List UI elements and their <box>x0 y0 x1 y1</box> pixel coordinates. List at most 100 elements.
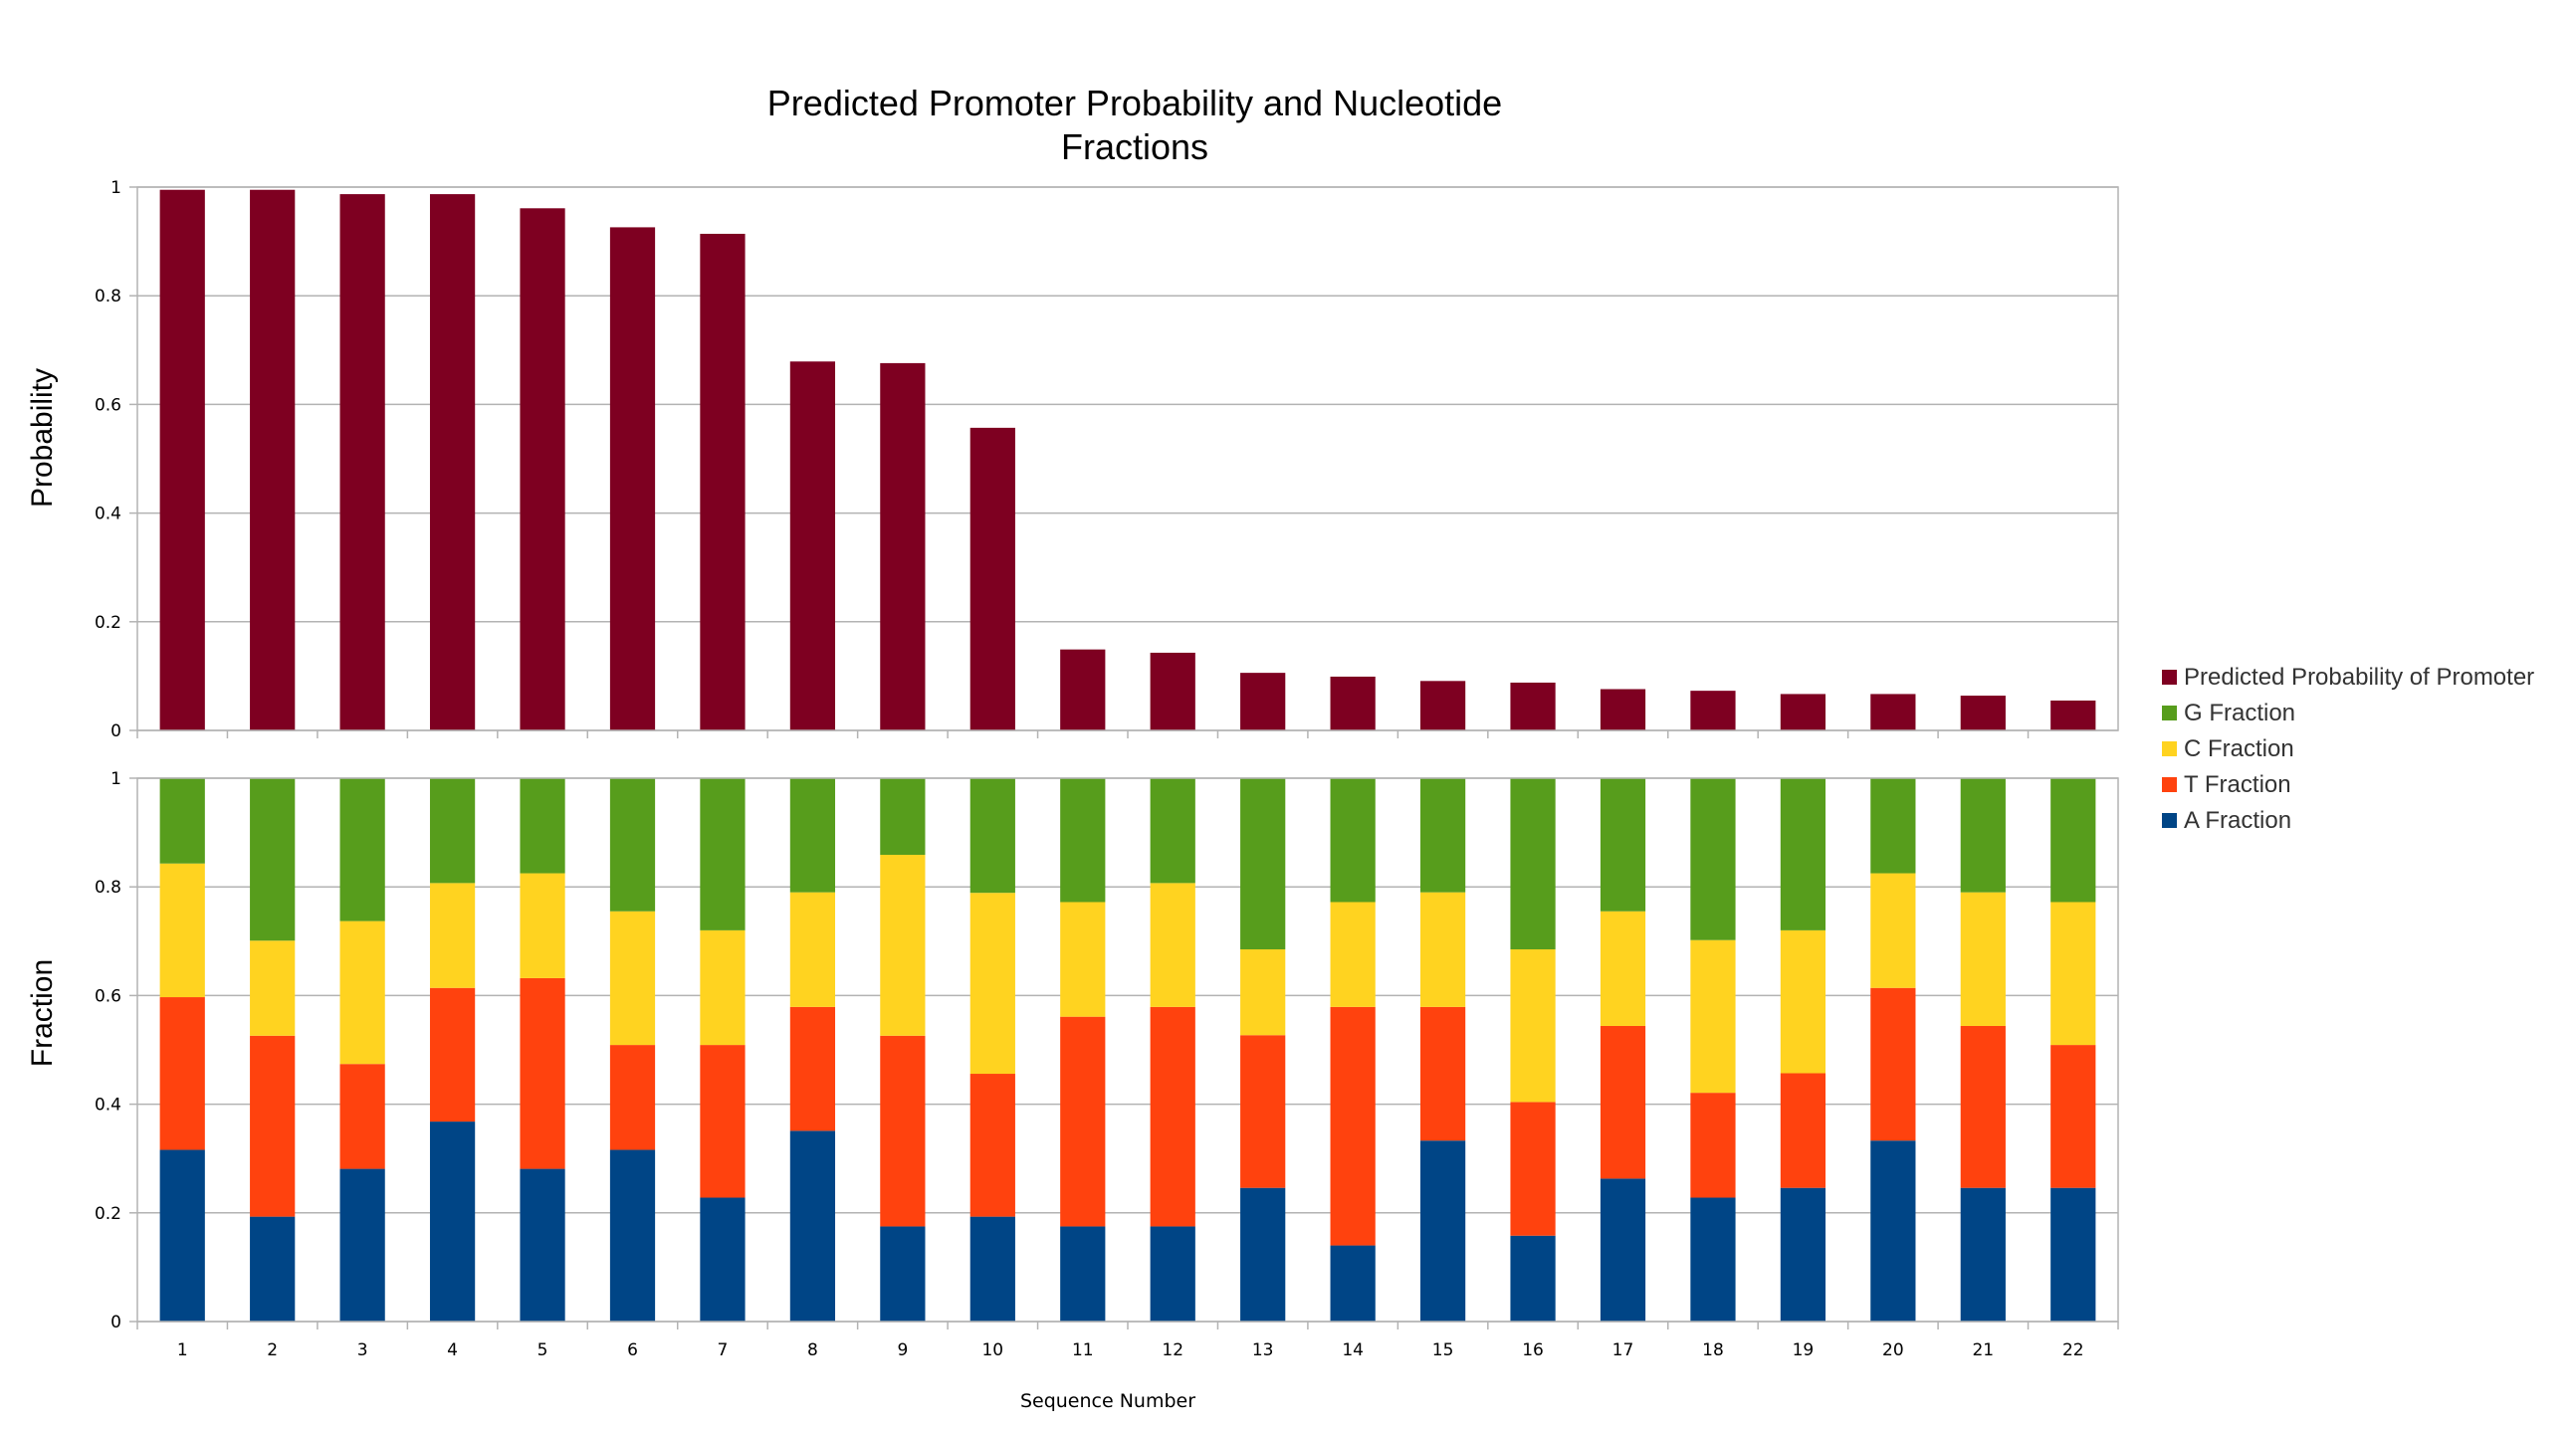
a-fraction-segment-13 <box>1240 1187 1286 1322</box>
a-fraction-segment-3 <box>339 1168 385 1322</box>
x-tick-label-3: 3 <box>357 1340 368 1360</box>
legend-label-predicted-probability-of-promoter: Predicted Probability of Promoter <box>2184 664 2534 691</box>
g-fraction-segment-8 <box>789 777 836 893</box>
bottom-panel-y-ticks: 0 0.2 0.4 0.6 0.8 1 <box>95 769 137 1332</box>
g-fraction-segment-17 <box>1600 777 1646 912</box>
legend: Predicted Probability of Promoter G Fract… <box>2162 664 2534 834</box>
bottom-y-tick-label: 0.8 <box>95 878 121 898</box>
t-fraction-segment-1 <box>159 997 205 1150</box>
c-fraction-segment-18 <box>1690 939 1736 1094</box>
legend-label-g-fraction: G Fraction <box>2184 700 2295 726</box>
a-fraction-segment-1 <box>159 1149 205 1322</box>
x-tick-label-7: 7 <box>718 1340 729 1360</box>
g-fraction-segment-4 <box>429 778 476 884</box>
probability-bar-9 <box>880 362 926 730</box>
a-fraction-segment-20 <box>1870 1140 1916 1322</box>
x-tick-label-9: 9 <box>897 1340 908 1360</box>
g-fraction-segment-14 <box>1330 778 1376 903</box>
bottom-y-tick-label: 0.4 <box>95 1096 121 1116</box>
chart-title-line-2: Fractions <box>1061 126 1208 167</box>
c-fraction-segment-10 <box>969 893 1015 1075</box>
g-fraction-segment-19 <box>1780 777 1826 930</box>
x-tick-label-14: 14 <box>1342 1340 1364 1360</box>
top-y-tick-label: 0.4 <box>95 505 121 524</box>
x-axis-title: Sequence Number <box>1020 1390 1195 1412</box>
a-fraction-segment-17 <box>1600 1178 1646 1322</box>
a-fraction-segment-12 <box>1150 1226 1195 1322</box>
x-tick-label-8: 8 <box>807 1340 818 1360</box>
t-fraction-segment-15 <box>1419 1006 1466 1141</box>
bottom-y-tick-label: 0.2 <box>95 1204 121 1224</box>
a-fraction-segment-4 <box>429 1122 476 1322</box>
probability-bar-4 <box>429 194 476 730</box>
c-fraction-segment-14 <box>1330 902 1376 1007</box>
probability-bar-7 <box>700 233 746 730</box>
legend-swatch-t-fraction <box>2162 777 2177 792</box>
x-tick-label-22: 22 <box>2062 1340 2084 1360</box>
g-fraction-segment-22 <box>2050 778 2096 903</box>
g-fraction-segment-10 <box>969 778 1015 894</box>
legend-swatch-a-fraction <box>2162 813 2177 828</box>
probability-bar-18 <box>1690 691 1736 730</box>
t-fraction-segment-6 <box>609 1045 656 1150</box>
probability-bar-6 <box>609 227 656 731</box>
probability-bar-1 <box>159 189 205 731</box>
c-fraction-segment-6 <box>609 911 656 1046</box>
a-fraction-segment-9 <box>880 1226 926 1322</box>
t-fraction-segment-19 <box>1780 1073 1826 1188</box>
t-fraction-segment-22 <box>2050 1045 2096 1188</box>
legend-swatch-g-fraction <box>2162 706 2177 720</box>
c-fraction-segment-4 <box>429 883 476 988</box>
top-panel-y-ticks: 0 0.2 0.4 0.6 0.8 1 <box>95 178 137 741</box>
bottom-panel-y-axis-title: Fraction <box>26 959 59 1067</box>
a-fraction-segment-21 <box>1960 1187 2006 1322</box>
c-fraction-segment-15 <box>1419 892 1466 1007</box>
x-tick-label-15: 15 <box>1432 1340 1454 1360</box>
t-fraction-segment-17 <box>1600 1025 1646 1179</box>
x-tick-label-18: 18 <box>1702 1340 1724 1360</box>
t-fraction-segment-7 <box>700 1045 746 1198</box>
c-fraction-segment-9 <box>880 854 926 1036</box>
t-fraction-segment-13 <box>1240 1035 1286 1188</box>
a-fraction-segment-8 <box>789 1130 836 1322</box>
bottom-y-tick-label: 0.6 <box>95 986 121 1006</box>
probability-bar-14 <box>1330 676 1376 730</box>
g-fraction-segment-20 <box>1870 778 1916 874</box>
a-fraction-segment-2 <box>250 1216 296 1322</box>
t-fraction-segment-20 <box>1870 987 1916 1141</box>
t-fraction-segment-16 <box>1510 1102 1556 1236</box>
bottom-panel-bars <box>159 777 2096 1322</box>
t-fraction-segment-2 <box>250 1035 296 1217</box>
g-fraction-segment-5 <box>520 778 565 874</box>
a-fraction-segment-7 <box>700 1197 746 1322</box>
probability-bar-15 <box>1419 681 1466 730</box>
probability-bar-2 <box>250 189 296 731</box>
t-fraction-segment-14 <box>1330 1006 1376 1246</box>
x-tick-label-4: 4 <box>447 1340 458 1360</box>
probability-bar-22 <box>2050 700 2096 730</box>
probability-bar-10 <box>969 427 1015 730</box>
c-fraction-segment-5 <box>520 873 565 978</box>
a-fraction-segment-11 <box>1060 1226 1106 1322</box>
c-fraction-segment-22 <box>2050 902 2096 1046</box>
chart-title-line-1: Predicted Promoter Probability and Nucle… <box>767 83 1502 123</box>
x-tick-label-6: 6 <box>627 1340 638 1360</box>
bottom-y-tick-label: 0 <box>110 1313 121 1332</box>
a-fraction-segment-10 <box>969 1216 1015 1322</box>
c-fraction-segment-13 <box>1240 948 1286 1036</box>
g-fraction-segment-15 <box>1419 777 1466 893</box>
probability-bar-5 <box>520 208 565 730</box>
x-tick-label-12: 12 <box>1162 1340 1183 1360</box>
x-tick-label-13: 13 <box>1252 1340 1274 1360</box>
g-fraction-segment-3 <box>339 778 385 921</box>
x-tick-label-21: 21 <box>1972 1340 1994 1360</box>
x-tick-label-19: 19 <box>1793 1340 1815 1360</box>
g-fraction-segment-13 <box>1240 777 1286 949</box>
probability-bar-17 <box>1600 689 1646 730</box>
c-fraction-segment-21 <box>1960 892 2006 1026</box>
bottom-y-tick-label: 1 <box>110 769 121 789</box>
g-fraction-segment-21 <box>1960 777 2006 893</box>
c-fraction-segment-7 <box>700 929 746 1046</box>
probability-bar-20 <box>1870 694 1916 730</box>
